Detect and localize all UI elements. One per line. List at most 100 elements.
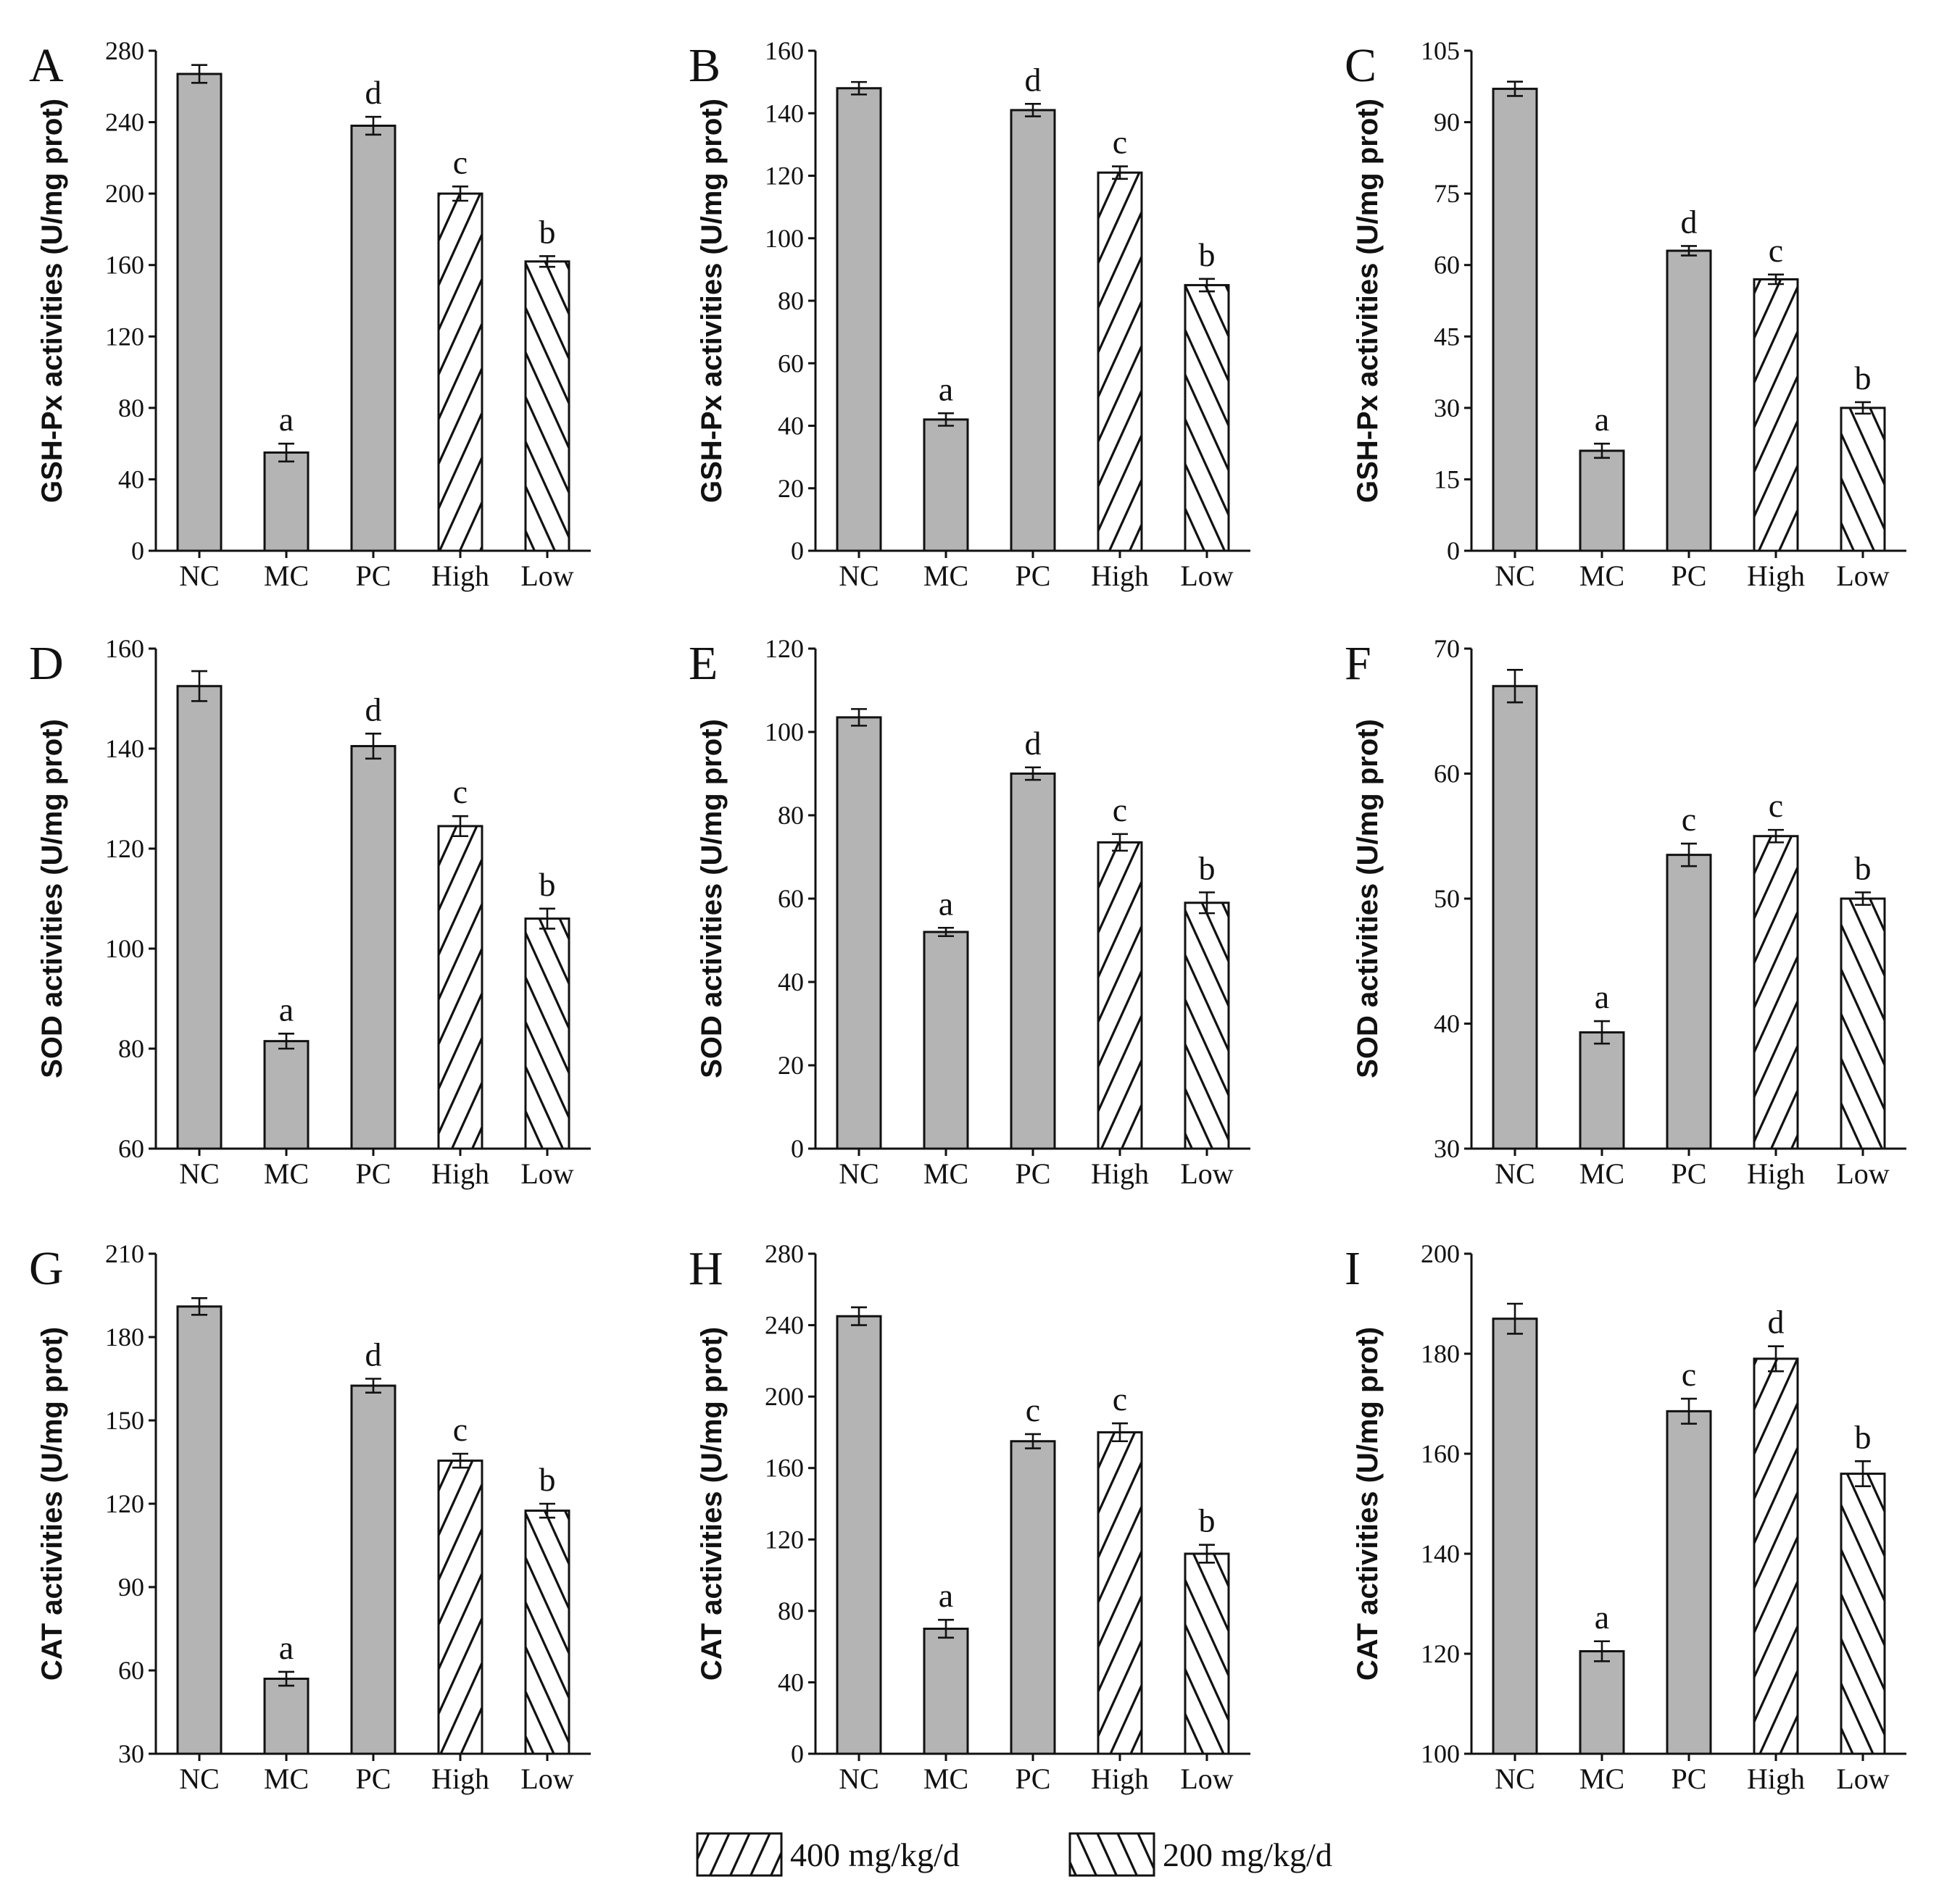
bar-nc: [1492, 685, 1538, 1150]
chart-panel-g: G 30 60 90 120 150 180 210 CAT activities (U/mg …: [29, 1239, 591, 1795]
error-bar: [1855, 891, 1871, 906]
bar-low: [1184, 902, 1230, 1150]
bar-pc: [350, 1384, 396, 1755]
bar-mc: [263, 1040, 310, 1150]
x-tick-label: MC: [1579, 559, 1624, 592]
y-tick-label: 20: [778, 1051, 804, 1080]
x-tick-label: NC: [1495, 559, 1535, 592]
y-tick-label: 160: [765, 1454, 804, 1483]
y-tick-label: 60: [118, 1134, 144, 1163]
error-bar: [1112, 1422, 1128, 1443]
chart-panel-a: A 0 40 80 120 160 200 240 280 GSH-Px activities (…: [29, 36, 591, 592]
bar-mc: [923, 1628, 969, 1755]
panel-letter: G: [29, 1242, 64, 1295]
significance-label: b: [1199, 1502, 1216, 1539]
chart-panel-d: D 60 80 100 120 140 160 SOD activities (U/mg pr…: [29, 634, 591, 1190]
bar-pc: [1010, 773, 1056, 1150]
y-tick-label: 60: [778, 884, 804, 913]
x-tick-label: PC: [1672, 1762, 1707, 1795]
x-tick-label: Low: [1836, 1157, 1889, 1190]
bar-high: [1097, 841, 1143, 1150]
bar-mc: [263, 1678, 310, 1755]
x-tick-label: PC: [1016, 1762, 1051, 1795]
x-tick-label: Low: [520, 1157, 573, 1190]
significance-label: a: [939, 370, 953, 407]
x-tick-label: NC: [179, 1762, 220, 1795]
error-bar: [1855, 1460, 1871, 1488]
legend-swatch-200: [1068, 1832, 1155, 1877]
y-tick-label: 140: [105, 734, 144, 763]
error-bar: [365, 733, 381, 760]
x-tick-label: High: [1747, 1762, 1805, 1795]
x-tick-label: NC: [839, 1157, 879, 1190]
x-tick-label: PC: [356, 1762, 391, 1795]
x-tick-label: High: [431, 559, 489, 592]
error-bar: [191, 1297, 207, 1316]
x-tick-label: Low: [1180, 559, 1233, 592]
significance-label: c: [1769, 787, 1783, 824]
significance-label: a: [939, 1577, 953, 1614]
bar-high: [437, 825, 483, 1150]
y-tick-label: 80: [778, 286, 804, 315]
panel-letter: C: [1345, 39, 1376, 92]
error-bar: [278, 1670, 294, 1687]
legend-label-200: 200 mg/kg/d: [1163, 1836, 1332, 1873]
significance-label: c: [1113, 1381, 1127, 1418]
significance-label: a: [279, 1629, 294, 1666]
chart-panel-e: E 0 20 40 60 80 100 120 SOD activities (U/mg pro…: [689, 634, 1250, 1190]
significance-label: d: [365, 74, 382, 111]
error-bar: [539, 907, 555, 930]
bar-pc: [350, 745, 396, 1150]
x-tick-label: High: [431, 1157, 489, 1190]
bar-pc: [1666, 249, 1712, 552]
bar-nc: [836, 1315, 882, 1755]
significance-label: c: [453, 773, 468, 810]
bar-mc: [923, 931, 969, 1150]
y-tick-label: 0: [791, 536, 804, 565]
y-tick-label: 140: [1421, 1539, 1460, 1568]
chart-panel-f: F 30 40 50 60 70 SOD activities (U/mg prot) NC M…: [1345, 634, 1906, 1190]
y-axis-label: CAT activities (U/mg prot): [696, 1327, 728, 1681]
significance-label: b: [1199, 849, 1216, 886]
bar-high: [1097, 1431, 1143, 1755]
y-tick-label: 280: [105, 36, 144, 65]
significance-label: a: [1595, 1599, 1609, 1636]
significance-label: b: [1855, 1418, 1872, 1455]
y-tick-label: 280: [765, 1239, 804, 1268]
bar-low: [524, 260, 570, 552]
y-tick-label: 200: [1421, 1239, 1460, 1268]
significance-label: d: [1025, 725, 1042, 762]
error-bar: [938, 412, 954, 427]
y-tick-label: 180: [105, 1323, 144, 1352]
x-tick-label: MC: [1579, 1762, 1624, 1795]
bar-mc: [1579, 1650, 1625, 1755]
significance-label: c: [1682, 801, 1696, 838]
y-tick-label: 30: [1434, 1134, 1460, 1163]
bar-nc: [176, 685, 223, 1150]
bar-low: [1840, 897, 1886, 1150]
bar-pc: [1010, 109, 1056, 552]
y-tick-label: 150: [105, 1406, 144, 1435]
y-tick-label: 30: [1434, 394, 1460, 422]
y-tick-label: 40: [118, 465, 144, 494]
significance-label: c: [1113, 791, 1127, 828]
y-axis-label: GSH-Px activities (U/mg prot): [36, 99, 68, 503]
y-tick-label: 70: [1434, 634, 1460, 663]
error-bar: [851, 708, 867, 727]
x-tick-label: Low: [520, 559, 573, 592]
bar-nc: [1492, 88, 1538, 552]
significance-label: b: [1199, 236, 1216, 273]
y-tick-label: 160: [105, 251, 144, 280]
y-tick-label: 180: [1421, 1339, 1460, 1368]
significance-label: d: [1768, 1304, 1785, 1341]
y-tick-label: 240: [765, 1311, 804, 1340]
x-tick-label: MC: [923, 1762, 968, 1795]
error-bar: [1025, 766, 1041, 781]
y-tick-label: 120: [105, 1489, 144, 1518]
x-tick-label: Low: [1836, 559, 1889, 592]
bar-high: [1753, 278, 1799, 552]
x-tick-label: PC: [1016, 1157, 1051, 1190]
y-tick-label: 80: [118, 1034, 144, 1063]
panel-letter: D: [29, 637, 64, 690]
error-bar: [191, 64, 207, 84]
